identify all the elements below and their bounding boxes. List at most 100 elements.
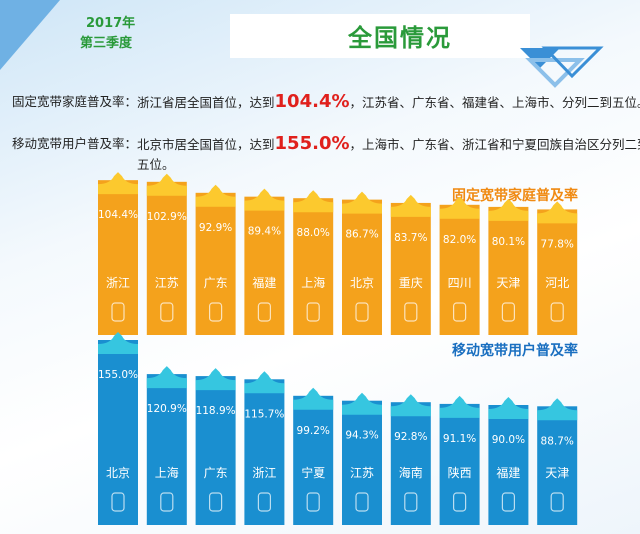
title-banner	[230, 14, 530, 58]
category-label: 福建	[252, 275, 276, 290]
desc-highlight: 155.0%	[274, 133, 350, 154]
phone-icon	[111, 492, 125, 512]
value-label: 99.2%	[297, 425, 330, 437]
bar	[390, 402, 431, 525]
category-label: 广东	[204, 276, 228, 290]
quarter: 第三季度	[80, 36, 133, 51]
bar	[244, 196, 285, 335]
description: 移动宽带用户普及率： 北京市居全国首位，达到155.0%，上海市、广东省、浙江省…	[12, 134, 640, 175]
bar	[342, 400, 382, 525]
bar	[146, 374, 187, 525]
phone-icon	[550, 492, 564, 512]
category-label: 河北	[545, 276, 569, 290]
bar	[439, 204, 480, 335]
desc-text: 北京市居全国首位，达到155.0%，上海市、广东省、浙江省和宁夏回族自治区分列二…	[137, 134, 640, 175]
desc-before: 北京市居全国首位，达到	[137, 137, 275, 152]
value-label: 155.0%	[98, 369, 138, 381]
value-label: 90.0%	[492, 434, 525, 446]
desc-after: ，上海市、广东省、浙江省和宁夏回族自治区分列二到五位。	[137, 137, 640, 172]
phone-icon	[209, 302, 223, 322]
category-label: 宁夏	[301, 465, 325, 480]
bar-cap	[537, 201, 578, 224]
bar-cap	[244, 188, 285, 211]
category-label: 江苏	[155, 276, 179, 290]
bar	[244, 379, 285, 525]
bar-cap	[390, 394, 431, 417]
bar-cap	[537, 398, 578, 421]
value-label: 88.7%	[541, 435, 574, 447]
value-label: 86.7%	[345, 229, 378, 241]
bar-cap	[146, 366, 187, 389]
value-label: 92.9%	[199, 222, 232, 234]
bar	[390, 202, 431, 335]
bar-cap	[342, 392, 382, 415]
bar-cap	[293, 387, 334, 410]
value-label: 120.9%	[147, 403, 187, 415]
bar	[195, 192, 236, 335]
value-label: 115.7%	[244, 408, 284, 420]
value-label: 102.9%	[147, 211, 187, 223]
category-label: 广东	[204, 466, 228, 480]
category-label: 陕西	[448, 465, 472, 480]
category-label: 重庆	[399, 276, 423, 290]
bar	[146, 181, 187, 335]
value-label: 80.1%	[492, 236, 525, 248]
phone-icon	[257, 492, 271, 512]
category-label: 浙江	[106, 276, 130, 290]
phone-icon	[160, 492, 174, 512]
phone-icon	[209, 492, 223, 512]
phone-icon	[306, 302, 320, 322]
phone-icon	[355, 302, 369, 322]
title: 全国情况	[348, 24, 452, 52]
desc-label: 固定宽带家庭普及率：	[12, 94, 138, 109]
bar-cap	[439, 395, 480, 418]
bar-cap	[146, 173, 187, 196]
bar-cap	[195, 368, 236, 391]
category-label: 天津	[496, 276, 520, 290]
bar-cap	[98, 332, 138, 354]
phone-icon	[257, 302, 271, 322]
value-label: 94.3%	[345, 430, 378, 442]
phone-icon	[404, 492, 418, 512]
bar	[98, 340, 138, 525]
value-label: 91.1%	[443, 433, 476, 445]
value-label: 77.8%	[541, 238, 574, 250]
phone-icon	[453, 302, 467, 322]
bar-cap	[342, 191, 382, 214]
bar-cap	[488, 198, 529, 221]
corner	[0, 0, 60, 70]
value-label: 88.0%	[297, 227, 330, 239]
value-label: 89.4%	[248, 226, 281, 238]
phone-icon	[453, 492, 467, 512]
bar-cap	[195, 184, 236, 207]
bar	[293, 198, 334, 335]
desc-text: 浙江省居全国首位，达到104.4%，江苏省、广东省、福建省、上海市、分列二到五位…	[137, 92, 640, 113]
bar-cap	[390, 194, 431, 217]
bar	[537, 209, 578, 335]
bar-cap	[98, 172, 138, 195]
category-label: 上海	[301, 275, 325, 290]
category-label: 北京	[350, 276, 374, 290]
chevron	[541, 46, 604, 79]
category-label: 浙江	[252, 466, 276, 480]
phone-icon	[404, 302, 418, 322]
description: 固定宽带家庭普及率： 浙江省居全国首位，达到104.4%，江苏省、广东省、福建省…	[12, 92, 640, 113]
category-label: 北京	[106, 466, 130, 480]
category-label: 福建	[496, 465, 520, 480]
bar-cap	[293, 190, 334, 213]
bar	[439, 403, 480, 525]
category-label: 海南	[399, 465, 423, 480]
bar	[293, 395, 334, 525]
value-label: 83.7%	[394, 232, 427, 244]
bar	[98, 180, 138, 335]
phone-icon	[160, 302, 174, 322]
bar-cap	[244, 371, 285, 394]
chart-title: 移动宽带用户普及率	[452, 342, 578, 359]
desc-highlight: 104.4%	[274, 91, 350, 112]
desc-label: 移动宽带用户普及率：	[12, 136, 138, 151]
category-label: 江苏	[350, 466, 374, 480]
phone-icon	[111, 302, 125, 322]
value-label: 118.9%	[196, 405, 236, 417]
